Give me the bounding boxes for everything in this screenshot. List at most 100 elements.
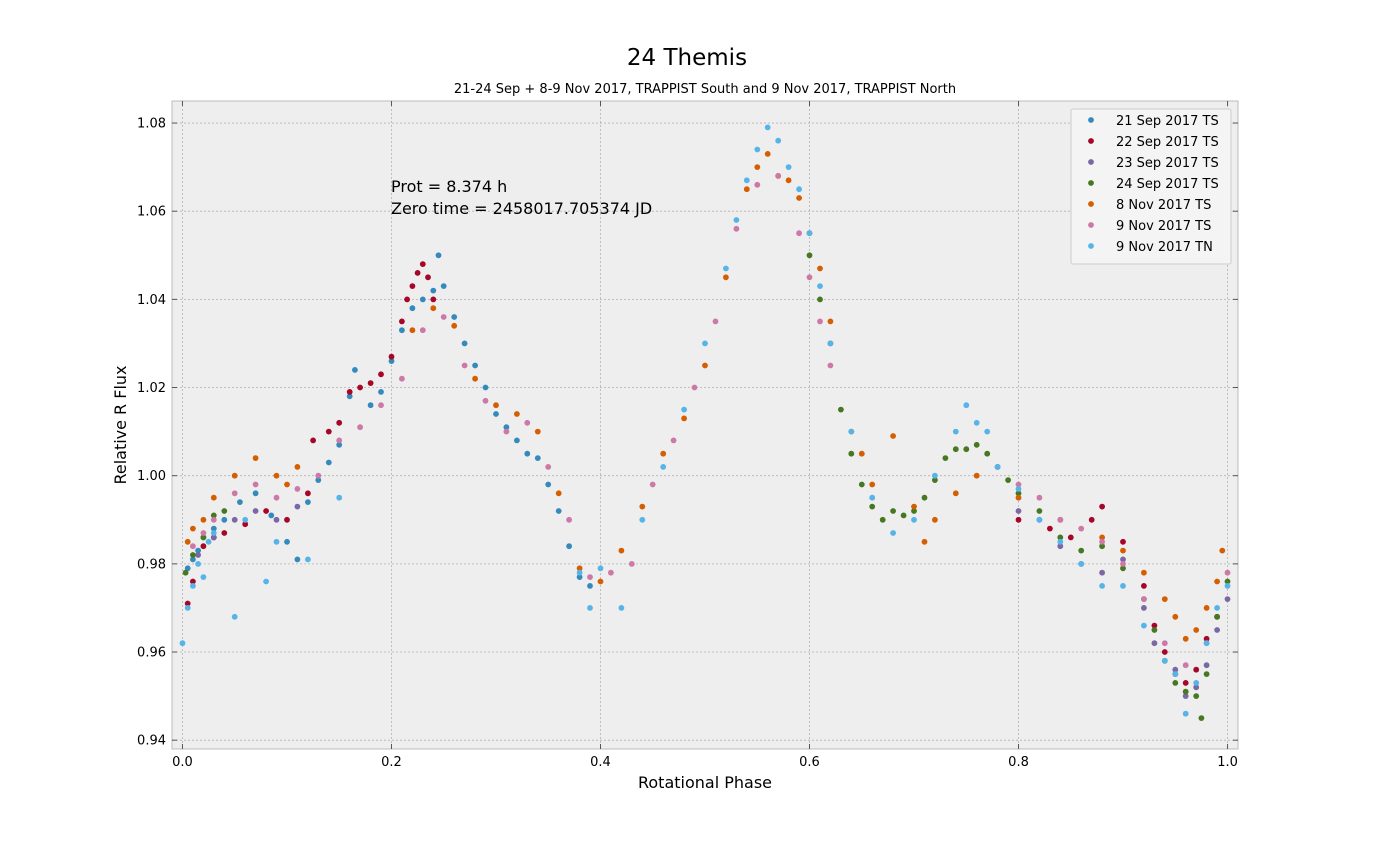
data-point (1099, 503, 1105, 510)
data-point (388, 358, 395, 364)
legend-marker (1088, 201, 1094, 207)
legend-label: 21 Sep 2017 TS (1116, 114, 1219, 129)
data-point (482, 397, 489, 404)
data-point (493, 402, 499, 409)
data-point (409, 327, 416, 334)
data-point (352, 367, 358, 373)
legend-label: 22 Sep 2017 TS (1116, 135, 1219, 150)
data-point (210, 516, 217, 523)
data-point (743, 177, 750, 184)
data-point (190, 552, 196, 558)
data-point (545, 481, 552, 488)
data-point (1182, 710, 1189, 717)
data-point (430, 305, 437, 312)
legend-marker (1088, 243, 1094, 249)
data-point (890, 433, 896, 439)
data-point (409, 305, 416, 312)
data-point (1193, 693, 1200, 699)
data-point (325, 459, 332, 466)
data-point (754, 146, 761, 153)
y-tick-label: 1.06 (137, 205, 166, 220)
data-point (414, 270, 421, 276)
data-point (723, 265, 729, 272)
data-point (263, 508, 269, 514)
data-point (702, 340, 708, 347)
data-point (1214, 627, 1220, 633)
data-point (182, 569, 189, 576)
legend-label: 9 Nov 2017 TS (1116, 219, 1211, 234)
data-point (1036, 516, 1043, 523)
data-point (435, 252, 442, 259)
data-point (336, 437, 343, 444)
data-point (817, 283, 823, 289)
data-point (336, 419, 343, 426)
data-point (921, 494, 928, 501)
data-point (775, 173, 782, 179)
data-point (890, 530, 896, 536)
data-point (221, 530, 228, 536)
data-point (195, 552, 202, 558)
data-point (1214, 613, 1220, 620)
data-point (639, 503, 646, 510)
data-point (691, 384, 698, 391)
data-point (879, 516, 886, 523)
data-point (419, 327, 426, 334)
legend: 21 Sep 2017 TS 22 Sep 2017 TS 23 Sep 2017 … (1070, 108, 1232, 265)
data-point (493, 411, 499, 417)
data-point (681, 415, 687, 422)
data-point (534, 428, 541, 435)
data-point (315, 472, 322, 479)
legend-marker (1088, 222, 1094, 228)
data-point (587, 583, 593, 589)
data-point (545, 464, 552, 470)
data-point (952, 446, 959, 453)
series-5 (184, 151, 1226, 642)
data-point (754, 164, 761, 171)
data-point (524, 450, 531, 457)
plot-area (171, 100, 1239, 750)
data-point (1141, 596, 1147, 602)
data-point (796, 186, 802, 193)
data-point (608, 569, 614, 576)
data-point (817, 265, 823, 272)
data-point (942, 455, 949, 461)
data-point (231, 472, 238, 479)
data-point (200, 543, 207, 550)
data-point (858, 450, 865, 457)
data-point (430, 296, 437, 303)
data-point (440, 314, 447, 320)
axis-ticks: 0.0 0.2 0.4 0.6 0.8 1.0 0.94 0.96 0.98 1.00 1.02 1.… (137, 101, 1238, 770)
data-point (764, 124, 771, 131)
data-point (994, 464, 1001, 470)
x-axis-label: Rotational Phase (638, 773, 772, 792)
data-point (190, 583, 196, 589)
data-point (566, 516, 572, 523)
data-point (273, 472, 280, 479)
data-point (1182, 693, 1189, 699)
legend-marker (1088, 180, 1094, 186)
data-point (649, 481, 656, 488)
x-tick-label: 0.0 (172, 755, 193, 770)
y-tick-label: 0.94 (137, 734, 166, 749)
data-point (973, 419, 980, 426)
data-point (984, 450, 991, 457)
data-point (1182, 688, 1189, 695)
data-point (305, 556, 311, 563)
data-point (827, 340, 834, 347)
data-point (806, 274, 813, 281)
data-point (1088, 516, 1095, 523)
data-point (900, 512, 907, 519)
data-point (294, 503, 301, 510)
data-point (482, 384, 489, 391)
legend-marker (1088, 138, 1094, 144)
data-point (1015, 490, 1022, 497)
data-point (848, 450, 855, 457)
data-point (184, 605, 191, 611)
data-point (785, 177, 792, 184)
data-point (712, 318, 719, 325)
data-point (221, 508, 228, 514)
data-point (190, 543, 196, 550)
data-point (205, 538, 212, 545)
data-point (1057, 538, 1064, 545)
data-point (294, 464, 301, 470)
